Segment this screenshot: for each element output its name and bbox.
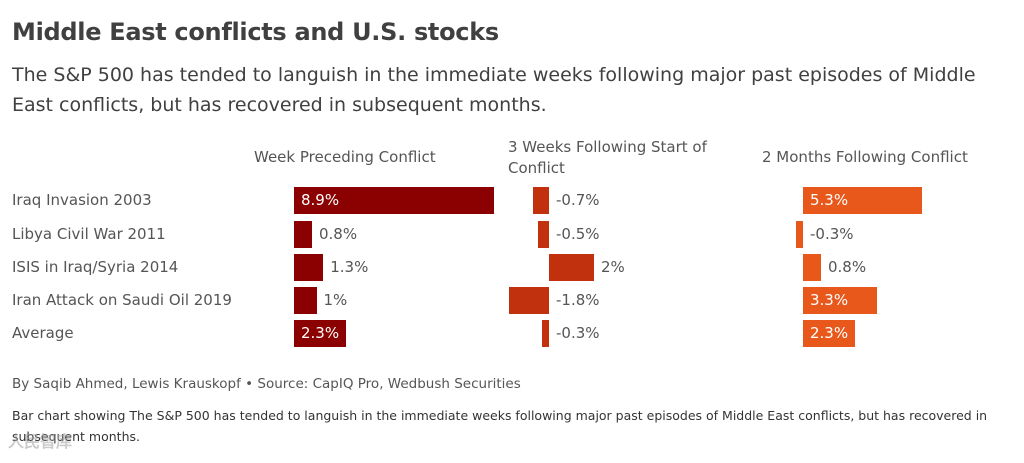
bar-2-months-following-conflict-iran-attack-on-saudi-oil-2019 — [803, 286, 878, 314]
bar-2-months-following-conflict-iraq-invasion-2003 — [803, 186, 923, 214]
value-label-week-preceding-conflict-iran-attack-on-saudi-oil-2019: 1% — [323, 291, 348, 309]
value-label-2-months-following-conflict-isis-in-iraq-syria-2014: 0.8% — [828, 258, 867, 276]
bar-3-weeks-following-start-of-conflict-average — [542, 319, 549, 347]
value-label-2-months-following-conflict-libya-civil-war-2011: -0.3% — [810, 225, 854, 243]
value-label-week-preceding-conflict-iraq-invasion-2003: 8.9% — [301, 191, 340, 209]
row-label-iraq-invasion-2003: Iraq Invasion 2003 — [12, 191, 152, 209]
row-label-average: Average — [12, 324, 74, 342]
value-label-week-preceding-conflict-average: 2.3% — [301, 324, 340, 342]
column-header-week-preceding: Week Preceding Conflict — [254, 148, 436, 166]
row-label-iran-attack-on-saudi-oil-2019: Iran Attack on Saudi Oil 2019 — [12, 291, 232, 309]
value-label-3-weeks-following-start-of-conflict-libya-civil-war-2011: -0.5% — [556, 225, 600, 243]
bar-week-preceding-conflict-iraq-invasion-2003 — [294, 186, 495, 214]
bar-week-preceding-conflict-isis-in-iraq-syria-2014 — [294, 253, 324, 281]
value-label-week-preceding-conflict-isis-in-iraq-syria-2014: 1.3% — [330, 258, 369, 276]
column-header-two-months: 2 Months Following Conflict — [762, 148, 968, 166]
row-label-isis-in-iraq-syria-2014: ISIS in Iraq/Syria 2014 — [12, 258, 179, 276]
watermark: 人民智库 — [8, 432, 73, 451]
row-label-libya-civil-war-2011: Libya Civil War 2011 — [12, 225, 166, 243]
value-label-3-weeks-following-start-of-conflict-isis-in-iraq-syria-2014: 2% — [601, 258, 625, 276]
bar-week-preceding-conflict-iran-attack-on-saudi-oil-2019 — [294, 286, 317, 314]
bar-2-months-following-conflict-libya-civil-war-2011 — [796, 220, 803, 248]
value-label-3-weeks-following-start-of-conflict-iran-attack-on-saudi-oil-2019: -1.8% — [556, 291, 600, 309]
chart-description: Bar chart showing The S&P 500 has tended… — [12, 408, 988, 444]
value-label-week-preceding-conflict-libya-civil-war-2011: 0.8% — [319, 225, 358, 243]
value-label-3-weeks-following-start-of-conflict-iraq-invasion-2003: -0.7% — [556, 191, 600, 209]
bar-2-months-following-conflict-isis-in-iraq-syria-2014 — [803, 253, 821, 281]
bar-week-preceding-conflict-average — [294, 319, 346, 347]
bar-3-weeks-following-start-of-conflict-iraq-invasion-2003 — [533, 186, 549, 214]
bar-3-weeks-following-start-of-conflict-iran-attack-on-saudi-oil-2019 — [508, 286, 549, 314]
chart-subtitle: The S&P 500 has tended to languish in th… — [12, 64, 976, 116]
value-label-2-months-following-conflict-iraq-invasion-2003: 5.3% — [810, 191, 849, 209]
value-label-2-months-following-conflict-average: 2.3% — [810, 324, 849, 342]
source-credit: By Saqib Ahmed, Lewis Krauskopf • Source… — [12, 376, 521, 392]
value-label-3-weeks-following-start-of-conflict-average: -0.3% — [556, 324, 600, 342]
column-header-three-weeks: 3 Weeks Following Start of Conflict — [508, 138, 707, 177]
chart-title: Middle East conflicts and U.S. stocks — [12, 18, 499, 46]
bar-2-months-following-conflict-average — [803, 319, 855, 347]
value-label-2-months-following-conflict-iran-attack-on-saudi-oil-2019: 3.3% — [810, 291, 849, 309]
bar-week-preceding-conflict-libya-civil-war-2011 — [294, 220, 312, 248]
bar-3-weeks-following-start-of-conflict-isis-in-iraq-syria-2014 — [549, 253, 594, 281]
bar-3-weeks-following-start-of-conflict-libya-civil-war-2011 — [537, 220, 549, 248]
